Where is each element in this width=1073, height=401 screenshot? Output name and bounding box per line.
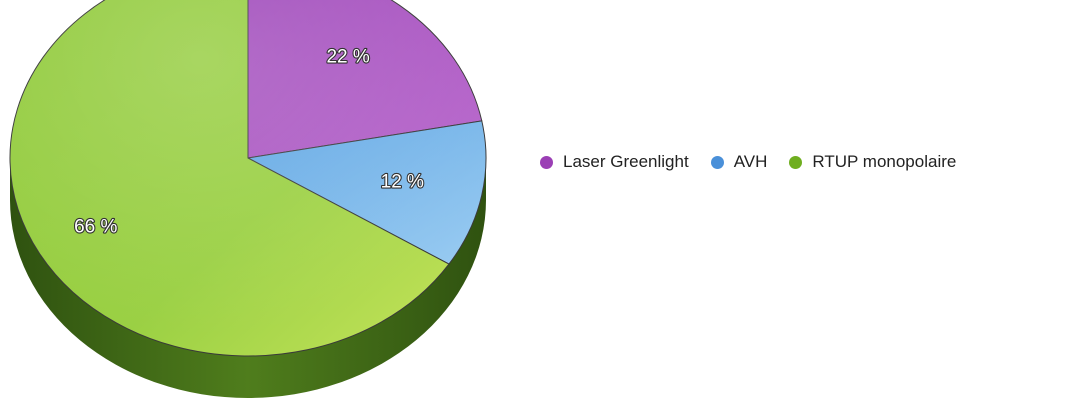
slice-value-label: 12 % [381,172,424,193]
legend-dot-rtup-monopolaire [789,155,803,169]
chart-legend: Laser Greenlight AVH RTUP monopolaire [540,152,978,172]
legend-item-rtup-monopolaire: RTUP monopolaire [789,152,956,172]
legend-dot-laser-greenlight [540,155,553,169]
legend-label: Laser Greenlight [563,152,689,171]
legend-label: AVH [733,152,768,171]
slice-value-label: 22 % [326,46,369,67]
legend-dot-avh [710,155,724,169]
legend-item-laser-greenlight: Laser Greenlight [540,152,689,172]
legend-label: RTUP monopolaire [812,152,957,171]
legend-item-avh: AVH [710,152,768,172]
slice-value-label: 66 % [74,217,117,238]
